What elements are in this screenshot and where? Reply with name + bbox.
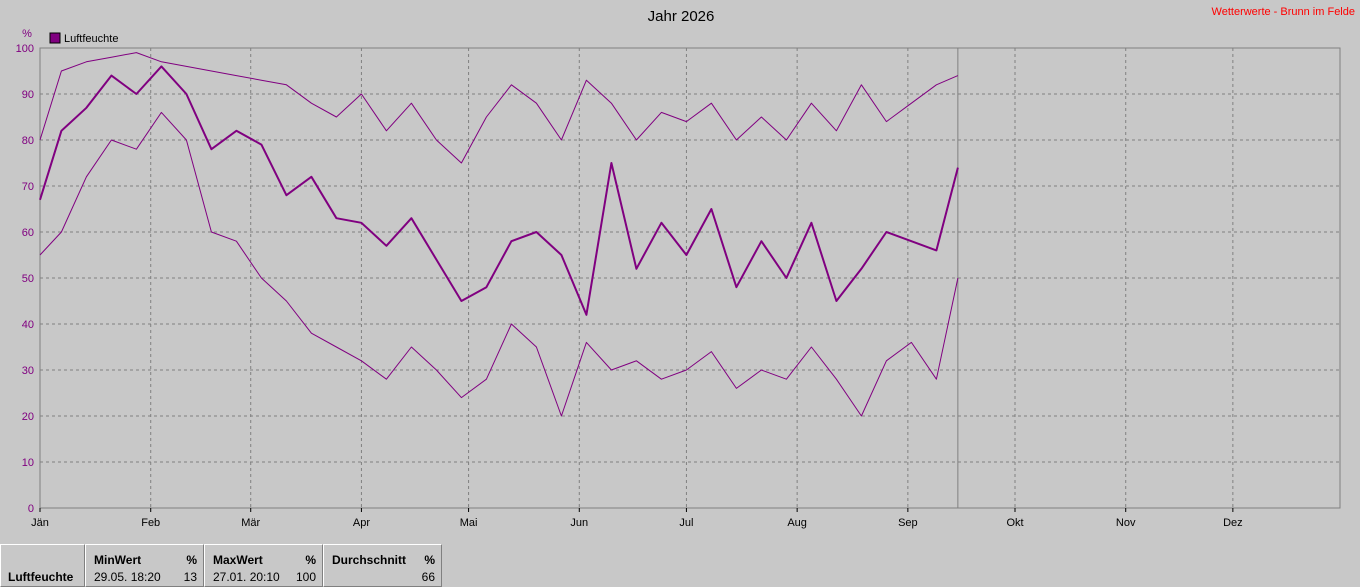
site-label: Wetterwerte - Brunn im Felde (1212, 6, 1355, 18)
y-tick-label: 30 (22, 365, 34, 377)
max-value: 100 (295, 570, 316, 584)
max-unit: % (305, 553, 316, 567)
x-tick-label: Okt (1006, 517, 1023, 529)
humidity-chart: Jahr 2026 Wetterwerte - Brunn im Felde %… (16, 6, 1355, 529)
min-header: MinWert (94, 553, 142, 567)
avg-stat: Durchschnitt % 66 (323, 544, 442, 587)
legend-label: Luftfeuchte (64, 33, 118, 45)
y-tick-label: 50 (22, 273, 34, 285)
y-tick-label: 90 (22, 89, 34, 101)
x-tick-label: Feb (141, 517, 160, 529)
max-time: 27.01. 20:10 (213, 570, 280, 584)
min-unit: % (186, 553, 197, 567)
max-stat: MaxWert % 27.01. 20:10 100 (204, 544, 323, 587)
x-tick-label: Sep (898, 517, 918, 529)
avg-header: Durchschnitt (332, 553, 407, 567)
x-tick-label: Mär (241, 517, 260, 529)
x-tick-label: Jän (31, 517, 49, 529)
x-tick-label: Dez (1223, 517, 1243, 529)
x-tick-label: Nov (1116, 517, 1136, 529)
y-tick-label: 80 (22, 135, 34, 147)
min-time: 29.05. 18:20 (94, 570, 161, 584)
x-tick-label: Aug (787, 517, 807, 529)
y-tick-label: 100 (16, 43, 34, 55)
stats-footer: Luftfeuchte MinWert % 29.05. 18:20 13 Ma… (0, 544, 1360, 587)
x-tick-label: Jul (679, 517, 693, 529)
humidity-min-line (39, 111, 959, 417)
y-tick-label: 40 (22, 319, 34, 331)
humidity-max-line (39, 52, 959, 164)
max-header: MaxWert (213, 553, 263, 567)
y-unit-label: % (22, 28, 32, 40)
x-tick-label: Mai (460, 517, 478, 529)
chart-title: Jahr 2026 (648, 8, 715, 25)
y-tick-label: 0 (28, 503, 34, 515)
y-tick-label: 60 (22, 227, 34, 239)
stats-row-label-text: Luftfeuchte (8, 570, 74, 584)
legend-swatch (49, 32, 61, 44)
stats-row-label: Luftfeuchte (0, 544, 85, 587)
x-tick-label: Jun (570, 517, 588, 529)
x-tick-label: Apr (353, 517, 370, 529)
avg-value: 66 (421, 570, 435, 584)
min-value: 13 (183, 570, 197, 584)
min-stat: MinWert % 29.05. 18:20 13 (85, 544, 204, 587)
y-tick-label: 70 (22, 181, 34, 193)
y-tick-label: 20 (22, 411, 34, 423)
avg-unit: % (424, 553, 435, 567)
y-tick-label: 10 (22, 457, 34, 469)
humidity-mean-line (39, 65, 959, 316)
